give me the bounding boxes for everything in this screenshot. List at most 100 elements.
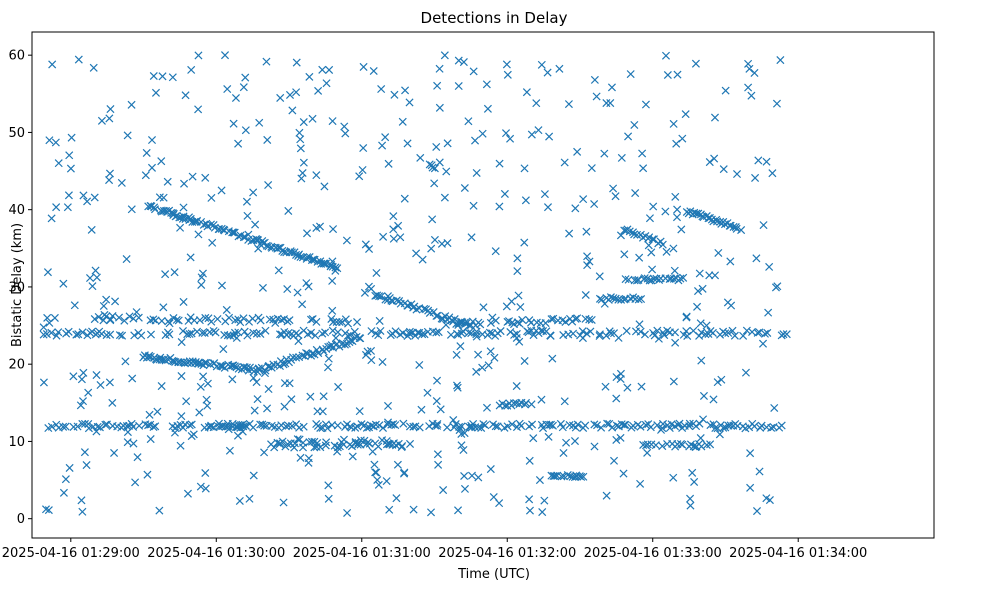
data-point [196, 482, 205, 491]
data-point [48, 60, 57, 69]
data-point [213, 315, 222, 324]
y-tick-label: 30 [8, 280, 25, 295]
data-point [253, 395, 262, 404]
data-point [78, 419, 87, 428]
data-point [252, 378, 261, 387]
data-point [658, 419, 668, 428]
data-point [645, 214, 654, 223]
data-point [541, 319, 550, 328]
data-point [467, 233, 476, 242]
data-point [694, 209, 703, 218]
data-point [393, 460, 402, 469]
data-point [609, 294, 618, 303]
data-point [135, 421, 144, 430]
data-point [628, 421, 638, 430]
data-point [457, 422, 466, 431]
data-point [595, 330, 604, 339]
data-point [344, 319, 353, 328]
data-point [688, 468, 697, 477]
data-point [296, 144, 305, 153]
data-point [649, 202, 658, 211]
data-point [426, 508, 436, 517]
data-point [506, 134, 515, 143]
data-point [719, 423, 728, 432]
data-point [513, 254, 522, 263]
data-point [263, 404, 272, 413]
data-point [423, 388, 432, 397]
data-point [234, 139, 243, 148]
data-point [432, 142, 441, 152]
data-point [350, 327, 359, 336]
data-point [464, 328, 473, 337]
data-point [670, 328, 680, 337]
data-point [606, 329, 616, 338]
data-point [765, 262, 774, 271]
data-point [251, 220, 260, 229]
data-point [522, 88, 531, 97]
data-point [353, 422, 362, 431]
data-point [491, 422, 500, 431]
data-point [432, 311, 441, 321]
data-point [651, 441, 660, 450]
data-point [622, 326, 631, 335]
data-point [331, 266, 340, 275]
data-point [600, 299, 609, 308]
data-point [513, 267, 522, 276]
data-point [433, 421, 442, 430]
data-point [529, 434, 538, 443]
data-point [427, 244, 436, 253]
data-point [240, 327, 249, 336]
data-point [338, 318, 347, 327]
data-point [106, 105, 115, 114]
data-point [549, 314, 558, 323]
data-point [432, 328, 441, 337]
data-point [304, 454, 313, 463]
data-point [194, 230, 203, 239]
data-point [363, 438, 372, 447]
data-point [41, 505, 51, 514]
data-point [299, 438, 308, 447]
data-point [241, 73, 250, 82]
data-point [177, 338, 186, 347]
data-point [643, 448, 652, 457]
data-point [750, 68, 759, 77]
data-point [456, 342, 465, 351]
data-point [583, 252, 592, 261]
data-point [763, 328, 772, 337]
data-point [383, 418, 393, 427]
data-point [252, 329, 261, 338]
data-point [692, 422, 701, 431]
data-point [149, 71, 158, 81]
data-point [578, 327, 587, 336]
data-point [144, 421, 153, 430]
data-point [485, 328, 494, 337]
data-point [515, 337, 524, 346]
data-point [439, 486, 448, 495]
data-point [255, 118, 264, 127]
data-point [284, 421, 293, 430]
data-point [67, 133, 76, 142]
data-point [717, 375, 726, 384]
data-point [199, 372, 208, 381]
data-point [678, 440, 687, 449]
data-point [198, 328, 207, 337]
data-point [47, 214, 56, 223]
data-point [532, 99, 541, 108]
data-point [228, 228, 237, 237]
data-point [383, 292, 392, 301]
data-point [679, 273, 688, 282]
data-point [311, 331, 320, 340]
data-point [76, 401, 85, 410]
data-point [203, 401, 212, 410]
data-point [177, 412, 186, 421]
data-point [460, 484, 470, 493]
data-point [500, 189, 509, 198]
data-point [590, 75, 599, 84]
data-point [285, 90, 295, 99]
data-point [370, 460, 379, 469]
data-point [172, 315, 181, 324]
data-point [153, 407, 162, 416]
data-point [496, 327, 505, 336]
data-point [258, 283, 267, 292]
data-point [482, 403, 492, 412]
